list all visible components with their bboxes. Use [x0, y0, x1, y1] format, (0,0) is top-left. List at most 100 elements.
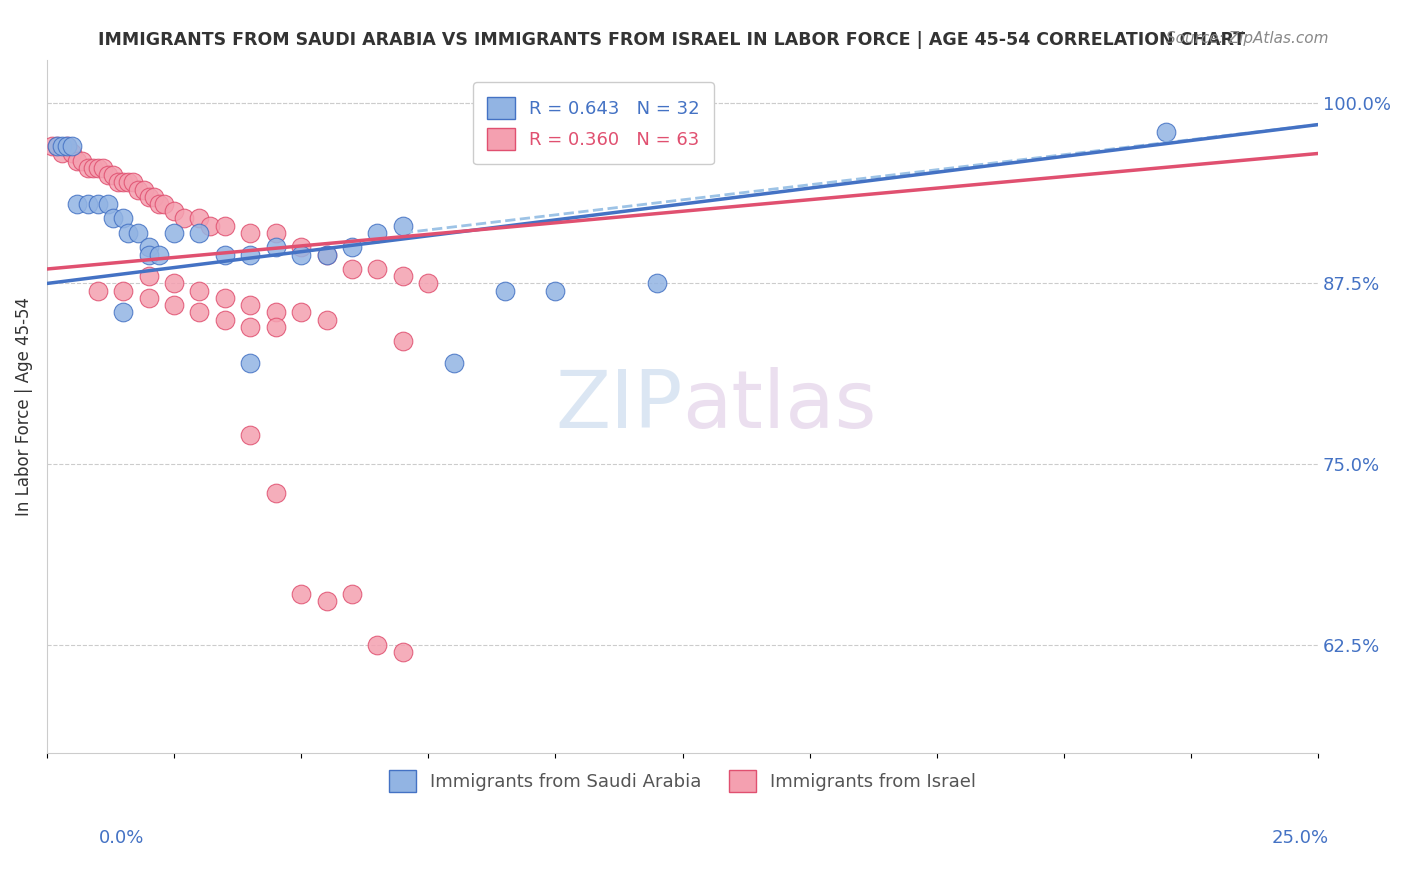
Point: [392, 645, 415, 659]
Point: [173, 211, 195, 226]
Point: [127, 183, 149, 197]
Point: [188, 284, 211, 298]
Point: [46, 139, 69, 153]
Point: [188, 226, 211, 240]
Point: [315, 247, 337, 261]
Text: Source: ZipAtlas.com: Source: ZipAtlas.com: [1166, 31, 1329, 46]
Point: [138, 247, 160, 261]
Point: [101, 211, 124, 226]
Point: [163, 204, 186, 219]
Point: [239, 226, 262, 240]
Point: [264, 226, 287, 240]
Point: [315, 312, 337, 326]
Point: [645, 277, 668, 291]
Point: [315, 594, 337, 608]
Text: ZIP: ZIP: [555, 368, 682, 445]
Point: [87, 284, 110, 298]
Point: [72, 153, 94, 168]
Point: [76, 161, 98, 175]
Point: [87, 161, 110, 175]
Point: [112, 175, 135, 189]
Point: [163, 226, 186, 240]
Point: [214, 312, 236, 326]
Point: [117, 226, 139, 240]
Point: [392, 334, 415, 349]
Point: [239, 319, 262, 334]
Point: [138, 190, 160, 204]
Point: [214, 219, 236, 233]
Point: [112, 305, 135, 319]
Point: [87, 197, 110, 211]
Text: 25.0%: 25.0%: [1271, 829, 1329, 847]
Point: [366, 226, 388, 240]
Point: [51, 139, 73, 153]
Point: [392, 269, 415, 284]
Point: [264, 240, 287, 254]
Point: [290, 240, 312, 254]
Point: [82, 161, 104, 175]
Point: [97, 168, 120, 182]
Point: [138, 269, 160, 284]
Point: [239, 356, 262, 370]
Point: [91, 161, 114, 175]
Point: [41, 139, 63, 153]
Point: [112, 211, 135, 226]
Text: atlas: atlas: [682, 368, 877, 445]
Point: [188, 211, 211, 226]
Point: [56, 139, 79, 153]
Point: [340, 587, 363, 601]
Point: [117, 175, 139, 189]
Point: [56, 139, 79, 153]
Point: [60, 139, 83, 153]
Point: [239, 428, 262, 442]
Point: [107, 175, 129, 189]
Point: [66, 153, 89, 168]
Point: [214, 247, 236, 261]
Point: [101, 168, 124, 182]
Point: [51, 146, 73, 161]
Point: [315, 247, 337, 261]
Point: [153, 197, 176, 211]
Point: [163, 277, 186, 291]
Point: [290, 587, 312, 601]
Point: [264, 305, 287, 319]
Point: [46, 139, 69, 153]
Point: [60, 146, 83, 161]
Point: [138, 291, 160, 305]
Point: [142, 190, 165, 204]
Point: [66, 197, 89, 211]
Point: [148, 247, 170, 261]
Y-axis label: In Labor Force | Age 45-54: In Labor Force | Age 45-54: [15, 297, 32, 516]
Point: [366, 638, 388, 652]
Point: [264, 486, 287, 500]
Point: [1154, 125, 1177, 139]
Point: [544, 284, 567, 298]
Point: [122, 175, 145, 189]
Point: [132, 183, 155, 197]
Point: [392, 219, 415, 233]
Point: [290, 305, 312, 319]
Point: [443, 356, 465, 370]
Point: [340, 240, 363, 254]
Point: [97, 197, 120, 211]
Point: [76, 197, 98, 211]
Point: [112, 284, 135, 298]
Point: [138, 240, 160, 254]
Legend: Immigrants from Saudi Arabia, Immigrants from Israel: Immigrants from Saudi Arabia, Immigrants…: [374, 756, 991, 806]
Point: [290, 247, 312, 261]
Point: [264, 319, 287, 334]
Point: [127, 226, 149, 240]
Point: [148, 197, 170, 211]
Point: [494, 284, 516, 298]
Point: [418, 277, 440, 291]
Point: [198, 219, 221, 233]
Point: [214, 291, 236, 305]
Text: IMMIGRANTS FROM SAUDI ARABIA VS IMMIGRANTS FROM ISRAEL IN LABOR FORCE | AGE 45-5: IMMIGRANTS FROM SAUDI ARABIA VS IMMIGRAN…: [98, 31, 1246, 49]
Point: [340, 262, 363, 277]
Text: 0.0%: 0.0%: [98, 829, 143, 847]
Point: [239, 298, 262, 312]
Point: [163, 298, 186, 312]
Point: [188, 305, 211, 319]
Point: [366, 262, 388, 277]
Point: [239, 247, 262, 261]
